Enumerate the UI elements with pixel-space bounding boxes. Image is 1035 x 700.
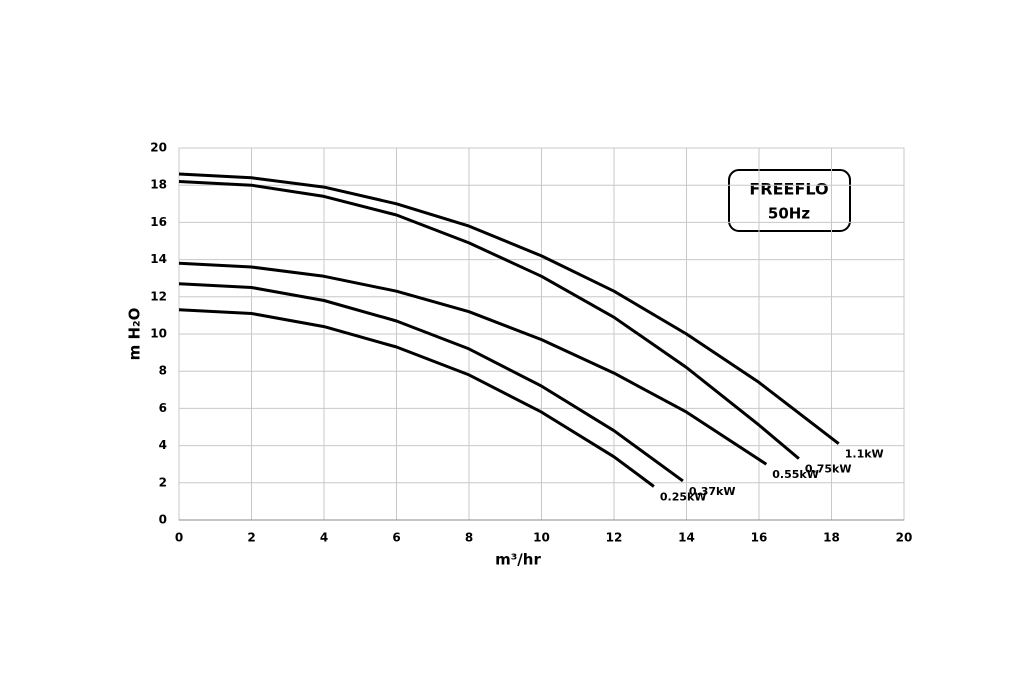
series-line (178, 172, 840, 445)
x-tick-label: 10 (533, 531, 550, 545)
y-tick-label: 20 (150, 141, 167, 155)
x-tick-label: 12 (606, 531, 623, 545)
x-tick-label: 8 (465, 531, 473, 545)
series-label: 0.75kW (805, 463, 852, 476)
y-tick-label: 4 (159, 438, 167, 452)
series-line (178, 308, 655, 488)
x-tick-label: 4 (320, 531, 328, 545)
x-tick-label: 6 (392, 531, 400, 545)
y-tick-label: 8 (159, 364, 167, 378)
x-tick-label: 14 (678, 531, 695, 545)
y-tick-label: 10 (150, 327, 167, 341)
y-tick-label: 16 (150, 215, 167, 229)
series-line (178, 282, 684, 483)
x-tick-label: 16 (751, 531, 768, 545)
x-tick-label: 18 (823, 531, 840, 545)
series-label: 0.25kW (660, 491, 707, 504)
y-tick-label: 0 (159, 513, 167, 527)
y-tick-label: 14 (150, 252, 167, 266)
series-label: 0.55kW (772, 468, 819, 481)
y-tick-label: 6 (159, 401, 167, 415)
x-tick-label: 20 (896, 531, 913, 545)
y-tick-label: 2 (159, 475, 167, 489)
annotation: 50Hz (768, 205, 810, 223)
annotation: FREEFLO (749, 180, 828, 199)
series-label: 1.1kW (845, 448, 884, 461)
x-tick-label: 0 (175, 531, 183, 545)
y-tick-label: 12 (150, 289, 167, 303)
series-line (178, 180, 800, 460)
series-label: 0.37kW (689, 485, 736, 498)
series-line (178, 261, 768, 466)
x-tick-label: 2 (247, 531, 255, 545)
y-tick-label: 18 (150, 178, 167, 192)
x-axis-label: m³/hr (495, 551, 541, 569)
y-axis-label: m H₂O (126, 308, 144, 361)
